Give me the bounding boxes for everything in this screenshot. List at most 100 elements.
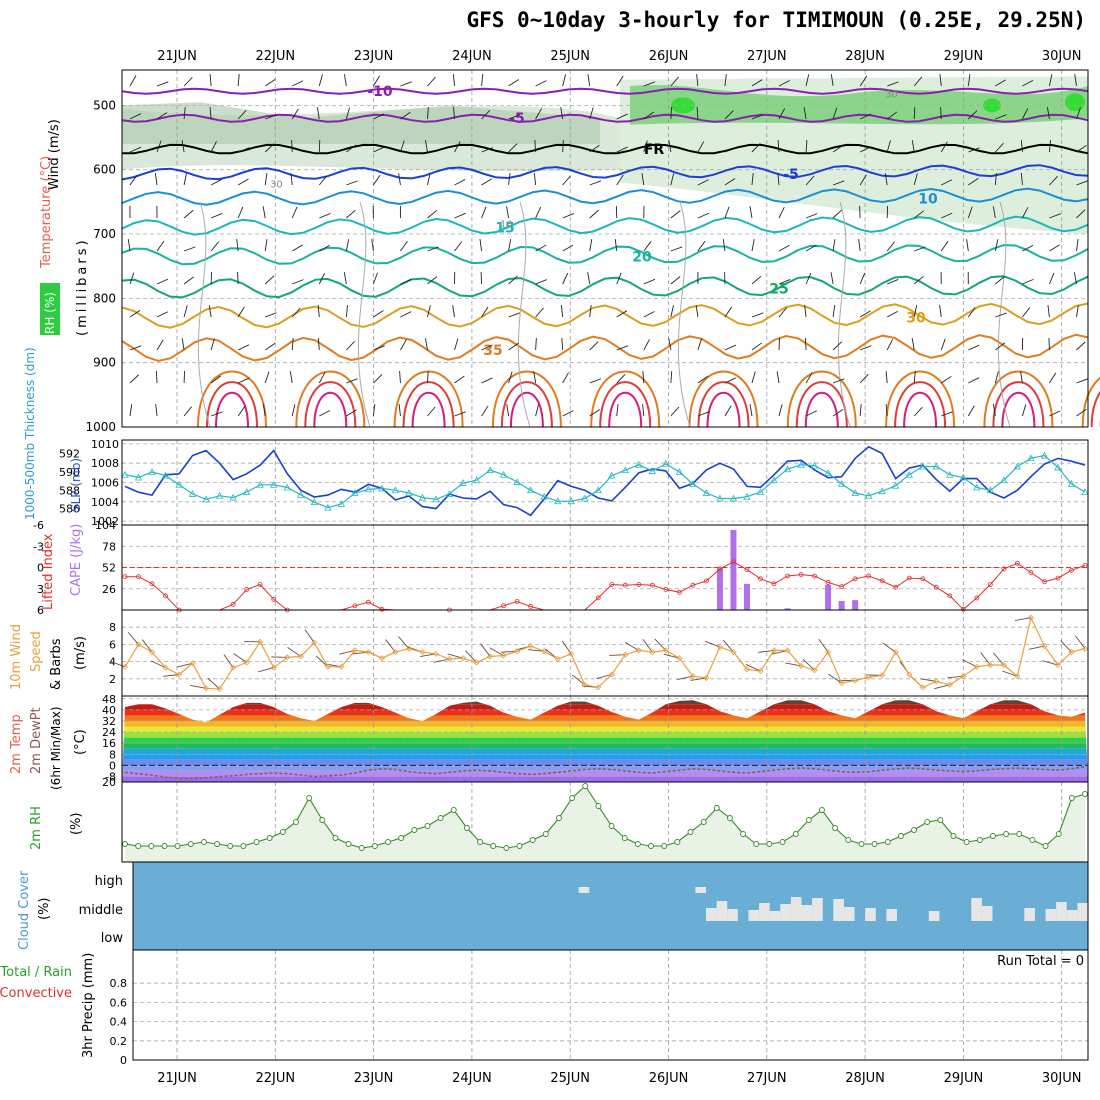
- ylabel-rh2m-unit: (%): [69, 813, 84, 836]
- temp-band: [122, 709, 1088, 716]
- slp-tick: 1008: [91, 457, 119, 470]
- wind-barb: [1049, 272, 1055, 285]
- thickness-marker: [243, 488, 251, 495]
- wind-barb-10m: [398, 636, 410, 649]
- ylabel-temp-c: (6hr Min/Max): [49, 707, 63, 791]
- cloud-background: [133, 862, 1088, 950]
- temp-tick: -8: [105, 770, 116, 783]
- wind-barb: [1046, 107, 1050, 120]
- thickness-marker: [919, 462, 927, 470]
- rh-marker: [911, 827, 917, 833]
- wind-barb: [668, 338, 672, 351]
- thickness-marker: [391, 486, 400, 494]
- cloud-cell: [886, 909, 897, 921]
- date-label-top: 30JUN: [1042, 49, 1082, 64]
- wind-barb: [778, 108, 786, 120]
- slp-tick: 1010: [91, 438, 119, 451]
- wind-barb: [237, 74, 240, 87]
- wind-barb: [1020, 371, 1023, 384]
- rh-marker: [371, 843, 378, 849]
- wind-barb: [1048, 337, 1050, 351]
- wind-barb: [481, 110, 491, 120]
- wind-barb: [967, 306, 976, 318]
- wind-barb: [373, 113, 385, 120]
- li-marker: [690, 582, 696, 588]
- wind-barb: [696, 106, 699, 120]
- wind-barb: [832, 305, 836, 318]
- rh-marker: [293, 819, 299, 825]
- pressure-tick: 500: [93, 98, 116, 112]
- wind-speed-marker: [689, 673, 696, 680]
- temperature-contour: [795, 381, 848, 428]
- thickness-tick: 586: [59, 503, 80, 516]
- cloud-cell: [716, 901, 728, 921]
- cloud-cell: [801, 905, 813, 921]
- wind-barb: [778, 307, 787, 318]
- wind-barb: [968, 377, 980, 384]
- temperature-contour-label: -10: [367, 84, 393, 100]
- rh-shading: [630, 85, 1088, 125]
- li-marker: [825, 579, 831, 585]
- wind-speed-marker: [284, 654, 291, 661]
- wind-barb: [885, 371, 888, 384]
- li-marker: [244, 587, 250, 592]
- wind-barb: [291, 404, 296, 417]
- run-total: Run Total = 0: [997, 954, 1084, 969]
- temperature-contour: [885, 370, 956, 428]
- wind-barb: [210, 375, 222, 384]
- wind-barb: [292, 244, 303, 252]
- cloud-cell: [695, 887, 706, 893]
- rh-marker: [556, 815, 562, 821]
- wind-barb: [562, 213, 574, 219]
- wind-barb-10m: [1002, 670, 1018, 677]
- wind-barb: [670, 106, 673, 120]
- li-marker: [136, 574, 141, 580]
- wind-barb: [317, 305, 320, 318]
- wind-barb: [237, 405, 246, 417]
- wind-barb: [914, 246, 926, 252]
- wind-speed-marker: [1068, 649, 1075, 656]
- wind-barb-10m: [223, 654, 234, 668]
- date-label-top: 21JUN: [157, 49, 197, 64]
- wind-speed-marker: [1014, 673, 1021, 680]
- wind-barb: [183, 406, 193, 417]
- cloud-cell: [1024, 908, 1035, 921]
- wind-barb: [1076, 209, 1086, 219]
- wind-speed-marker: [135, 641, 142, 648]
- wind-speed-marker: [216, 686, 223, 693]
- li-marker: [271, 596, 277, 602]
- rh-contour-label: 10: [500, 220, 513, 231]
- wind-barb-10m: [190, 684, 207, 689]
- wind-speed-marker: [906, 671, 913, 678]
- wind-barb: [183, 209, 194, 219]
- wind-barb: [911, 140, 915, 153]
- wind-speed-marker: [459, 655, 467, 662]
- wind-barb: [886, 140, 891, 153]
- wind-tick: 6: [109, 638, 116, 651]
- thickness-marker: [635, 460, 643, 468]
- temp-band: [122, 715, 1088, 721]
- temp-band: [122, 770, 1088, 777]
- thickness-marker: [905, 470, 913, 478]
- wind-speed-marker: [351, 647, 358, 654]
- wind-barb: [127, 239, 131, 252]
- wind-speed-marker: [743, 666, 751, 673]
- wind-barb: [346, 180, 358, 186]
- wind-speed-marker: [419, 649, 426, 656]
- ylabel-precip: 3hr Precip (mm): [81, 953, 96, 1058]
- wind-barb: [643, 111, 654, 120]
- rh-marker: [648, 843, 654, 849]
- rh-marker: [424, 823, 431, 829]
- wind-barb: [859, 373, 869, 384]
- li-marker: [785, 573, 790, 579]
- thickness-marker: [188, 490, 197, 497]
- cloud-cell: [843, 907, 855, 921]
- wind-barb: [913, 106, 916, 120]
- date-label-bottom: 23JUN: [354, 1071, 394, 1086]
- temperature-contour: [500, 381, 553, 428]
- wind-speed-marker: [703, 674, 710, 682]
- wind-barb: [316, 107, 320, 120]
- wind-barb: [535, 337, 537, 351]
- thickness-marker: [729, 494, 738, 502]
